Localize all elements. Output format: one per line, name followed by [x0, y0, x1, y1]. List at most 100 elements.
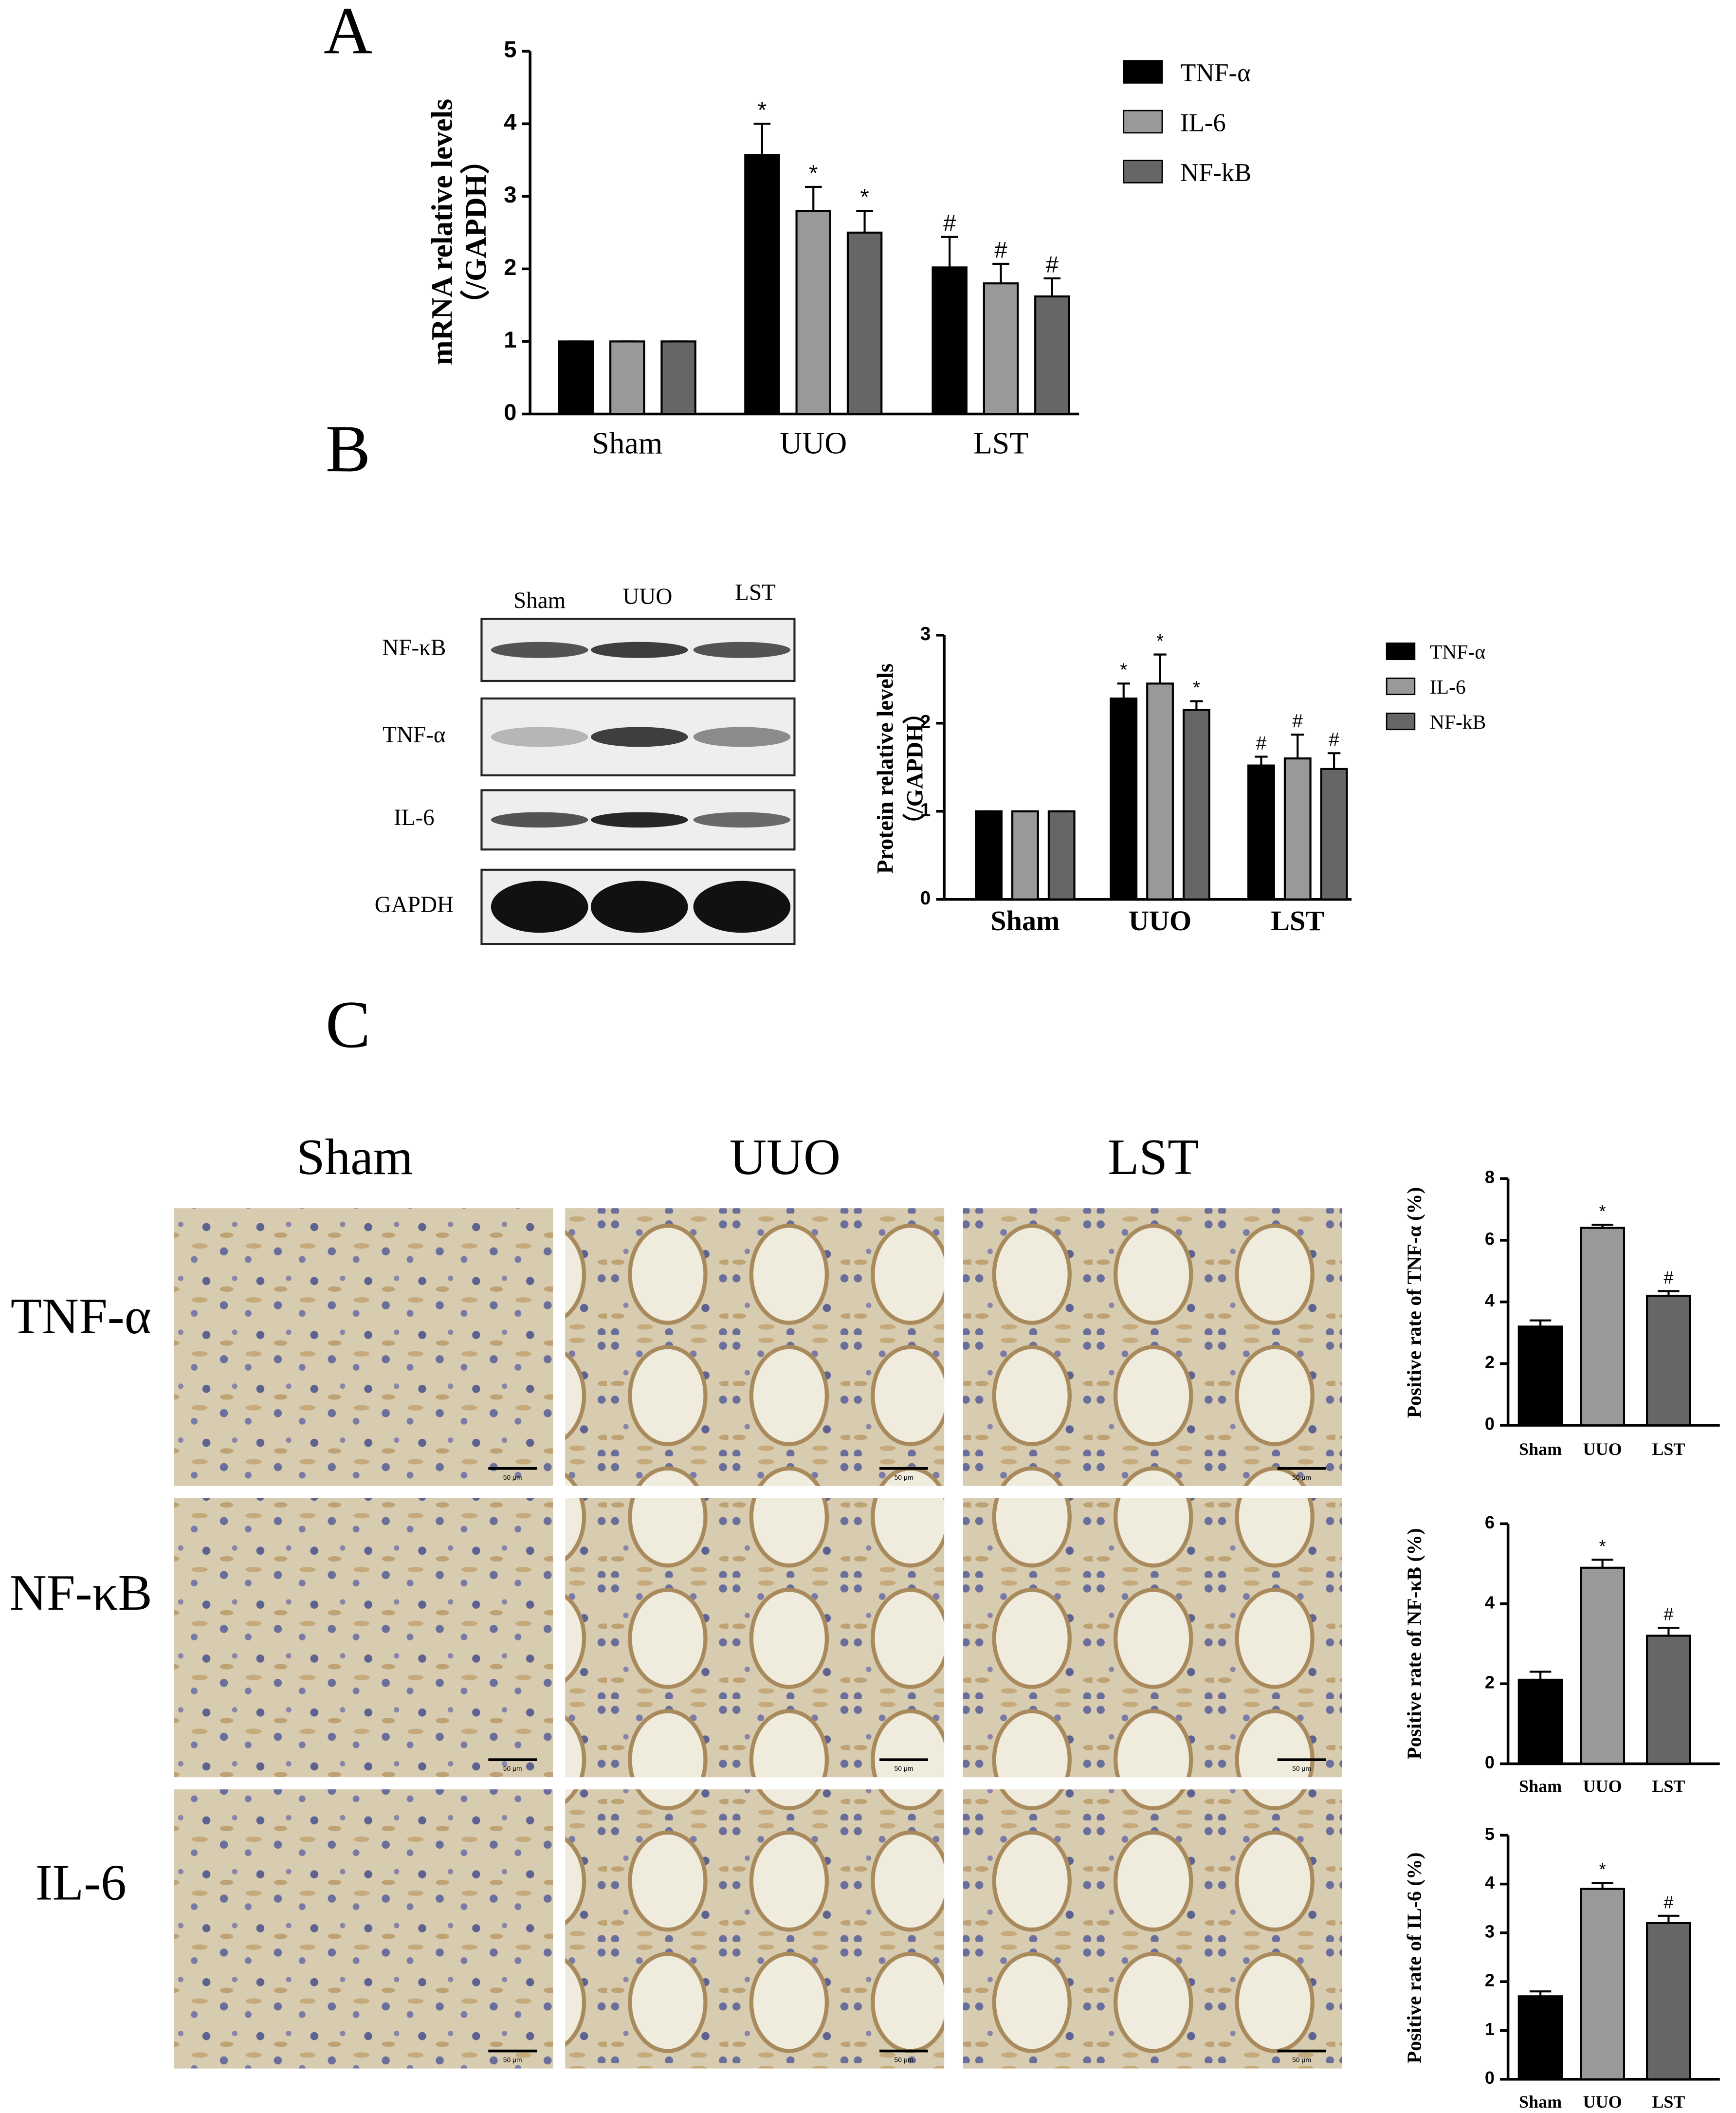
panel-label: A	[324, 0, 372, 68]
y-tick-label: 4	[1485, 1873, 1495, 1893]
bar	[660, 340, 696, 415]
legend-swatch	[1123, 60, 1163, 84]
legend-label: NF-kB	[1430, 711, 1486, 733]
bar	[1283, 757, 1312, 900]
bar	[1320, 768, 1348, 900]
significance-mark: #	[1663, 1892, 1673, 1912]
y-tick-label: 2	[504, 254, 516, 280]
y-tick-label: 5	[1485, 1824, 1495, 1844]
y-tick-label: 1	[920, 800, 931, 821]
bar	[1580, 1227, 1626, 1427]
scale-bar-label: 50 μm	[503, 1473, 522, 1481]
bar	[558, 340, 594, 415]
bar	[1247, 764, 1275, 900]
blot-band	[491, 812, 588, 828]
ihc-column-label: Sham	[296, 1128, 413, 1185]
bar	[1580, 1888, 1626, 2080]
bar	[744, 154, 780, 415]
blot-row-label: TNF-α	[383, 722, 445, 748]
micrograph	[174, 1208, 553, 1486]
y-tick-label: 5	[504, 37, 516, 62]
legend-label: NF-kB	[1180, 159, 1251, 187]
micrograph	[565, 1498, 945, 1778]
blot-band	[693, 727, 791, 747]
micrograph	[565, 1208, 945, 1486]
bar	[932, 266, 968, 415]
legend-swatch	[1386, 643, 1416, 661]
y-tick-label: 0	[1485, 2068, 1495, 2088]
significance-mark: *	[1599, 1201, 1606, 1221]
blot-column-label: UUO	[622, 584, 672, 609]
ihc-row-label: IL-6	[36, 1854, 127, 1911]
scale-bar-label: 50 μm	[1292, 1473, 1311, 1481]
significance-mark: *	[1120, 660, 1127, 681]
bar	[1645, 1635, 1691, 1765]
x-tick-label: UUO	[780, 426, 847, 460]
x-tick-label: Sham	[1519, 2092, 1562, 2112]
bar	[1011, 810, 1039, 900]
x-tick-label: Sham	[990, 905, 1060, 937]
legend-label: IL-6	[1430, 676, 1466, 698]
bar	[1182, 709, 1210, 900]
bar	[1645, 1922, 1691, 2080]
y-tick-label: 4	[1485, 1592, 1495, 1612]
y-tick-label: 2	[1485, 1352, 1495, 1372]
significance-mark: #	[1292, 711, 1303, 732]
y-tick-label: 2	[1485, 1970, 1495, 1990]
blot-column-label: LST	[735, 580, 776, 606]
micrograph	[174, 1498, 553, 1778]
significance-mark: #	[1663, 1604, 1673, 1624]
bar	[1645, 1294, 1691, 1427]
blot-band	[590, 881, 688, 933]
blot-row-label: NF-κB	[382, 635, 446, 661]
y-tick-label: 0	[504, 399, 516, 425]
blot-band	[590, 642, 688, 658]
blot-band	[491, 642, 588, 658]
scale-bar-label: 50 μm	[895, 1764, 914, 1772]
legend-label: TNF-α	[1180, 59, 1251, 87]
bar	[983, 282, 1019, 415]
x-tick-label: LST	[1652, 2092, 1685, 2112]
x-tick-label: Sham	[592, 426, 662, 460]
significance-mark: *	[1156, 631, 1164, 652]
y-tick-label: 0	[1485, 1752, 1495, 1772]
y-tick-label: 6	[1485, 1229, 1495, 1249]
micrograph	[565, 1789, 945, 2069]
significance-mark: *	[1599, 1859, 1606, 1879]
y-tick-label: 3	[504, 182, 516, 207]
y-axis-label: mRNA relative levels	[426, 99, 459, 365]
x-tick-label: Sham	[1519, 1439, 1562, 1459]
x-tick-label: LST	[1271, 905, 1324, 937]
blot-column-label: Sham	[513, 588, 566, 613]
y-tick-label: 0	[1485, 1414, 1495, 1434]
x-tick-label: UUO	[1583, 1439, 1622, 1459]
legend-swatch	[1123, 160, 1163, 184]
ihc-row-label: TNF-α	[11, 1287, 151, 1344]
significance-mark: *	[1599, 1536, 1606, 1556]
y-axis-label: Positive rate of IL-6 (%)	[1403, 1853, 1426, 2064]
x-tick-label: LST	[973, 426, 1028, 460]
blot-band	[590, 727, 688, 747]
legend-swatch	[1123, 110, 1163, 134]
y-axis-label: Positive rate of TNF-α (%)	[1403, 1187, 1426, 1418]
blot-row-label: IL-6	[394, 805, 435, 830]
bar	[1517, 1995, 1563, 2080]
y-tick-label: 4	[1485, 1290, 1495, 1310]
micrograph	[963, 1498, 1342, 1778]
significance-mark: *	[860, 184, 869, 210]
bar	[609, 340, 645, 415]
panel-label: B	[326, 411, 370, 486]
x-tick-label: UUO	[1129, 905, 1191, 937]
x-tick-label: Sham	[1519, 1777, 1562, 1796]
scale-bar-label: 50 μm	[895, 2056, 914, 2064]
significance-mark: #	[994, 237, 1007, 262]
y-axis-label: Protein relative levels	[873, 663, 898, 874]
y-tick-label: 2	[1485, 1672, 1495, 1692]
legend-label: IL-6	[1180, 109, 1226, 137]
x-tick-label: UUO	[1583, 1777, 1622, 1796]
bar	[1047, 810, 1076, 900]
y-axis-label: （/GAPDH）	[459, 145, 493, 319]
panel-label: C	[326, 987, 370, 1062]
bar	[795, 210, 831, 415]
